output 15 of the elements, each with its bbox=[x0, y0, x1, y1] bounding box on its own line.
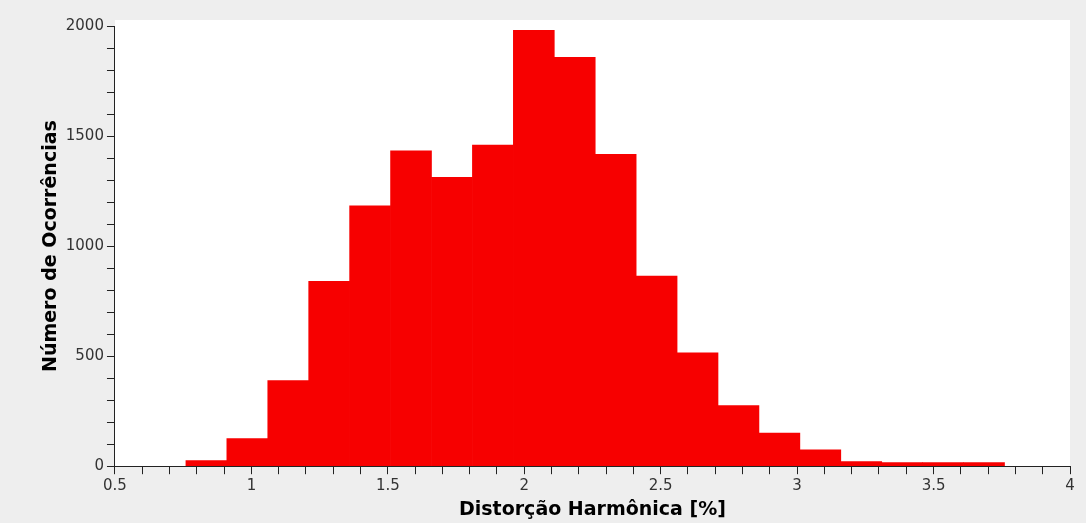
x-tick-label: 1.5 bbox=[375, 476, 400, 495]
y-tick-label: 2000 bbox=[65, 15, 104, 34]
x-tick-label: 1 bbox=[246, 476, 257, 495]
y-axis-title: Número de Ocorrências bbox=[38, 120, 61, 372]
y-tick-label: 1000 bbox=[65, 235, 104, 254]
x-tick-label: 2 bbox=[519, 476, 530, 495]
x-tick-label: 4 bbox=[1065, 476, 1075, 495]
y-tick-label: 500 bbox=[75, 346, 104, 365]
x-tick-label: 2.5 bbox=[648, 476, 673, 495]
x-tick-label: 3 bbox=[792, 476, 802, 495]
x-axis-title: Distorção Harmônica [%] bbox=[459, 496, 726, 519]
y-tick-label: 1500 bbox=[65, 125, 104, 144]
y-tick-label: 0 bbox=[94, 456, 104, 475]
x-tick-label: 0.5 bbox=[103, 476, 127, 495]
x-tick-label: 3.5 bbox=[921, 476, 946, 495]
